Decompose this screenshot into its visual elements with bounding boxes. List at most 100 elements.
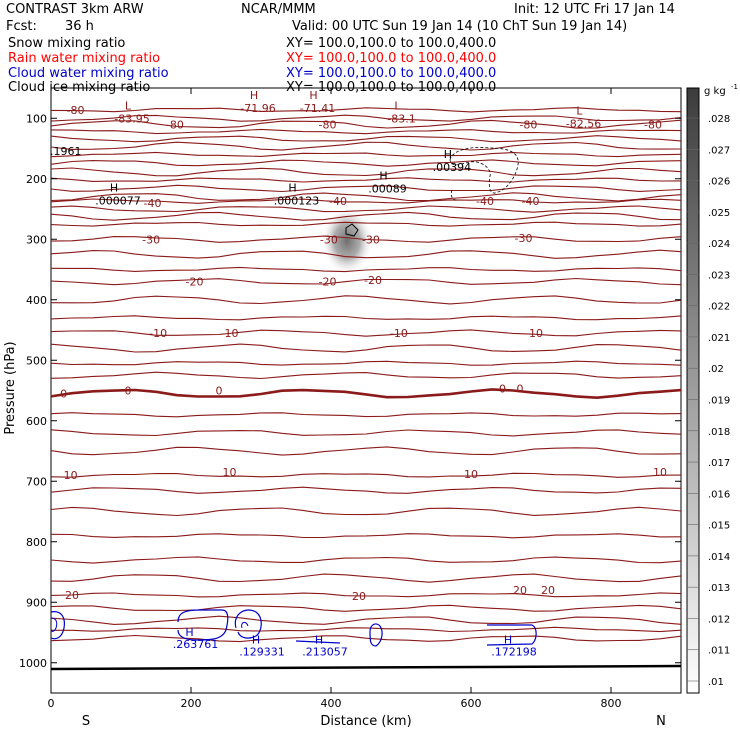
- cloud-water-marker: H: [315, 634, 323, 647]
- x-tick-label: 200: [181, 697, 202, 710]
- contour-label: 20: [352, 590, 366, 603]
- isotherm-line: [50, 128, 682, 135]
- extremum-value: .00089: [368, 183, 407, 196]
- contour-label: 10: [223, 466, 237, 479]
- colorbar-tick-label: .022: [708, 302, 730, 313]
- contour-label: -10: [221, 327, 239, 340]
- isotherm-line: [50, 114, 682, 122]
- cloud-water-value: .263761: [173, 638, 219, 651]
- isotherm-line: [50, 119, 682, 129]
- contour-label: -80: [644, 118, 662, 131]
- extremum-value: .000123: [274, 195, 320, 208]
- cloud-water-value: .213057: [302, 646, 348, 659]
- contour-label: 20: [65, 589, 79, 602]
- colorbar-tick-label: .021: [708, 333, 730, 344]
- contour-label: -20: [186, 276, 204, 289]
- org-label: NCAR/MMM: [241, 2, 316, 17]
- snow-contour: [449, 147, 519, 194]
- field-name-snow: Snow mixing ratio: [8, 36, 126, 51]
- contour-label: -40: [476, 195, 494, 208]
- field-name-rain: Rain water mixing ratio: [8, 51, 161, 66]
- cloud-water-marker: H: [185, 626, 193, 639]
- isotherm-line: [50, 151, 682, 158]
- colorbar-unit-exponent: -1: [731, 83, 738, 91]
- colorbar-tick-label: .028: [708, 114, 730, 125]
- contour-label: -10: [525, 327, 543, 340]
- contour-label: -80: [319, 118, 337, 131]
- colorbar: .028 .027 .026 .025 .024 .023 .022 .021 .02 .019.…: [686, 83, 738, 694]
- contour-label: -40: [522, 195, 540, 208]
- y-tick-label: 100: [26, 112, 47, 125]
- cloud-water-contour: [50, 611, 65, 640]
- colorbar-tick-label: .016: [708, 489, 730, 500]
- cloud-water-contour: [177, 609, 229, 641]
- colorbar-tick-label: .019: [708, 396, 730, 407]
- y-tick-label: 700: [26, 475, 47, 488]
- y-tick-label: 800: [26, 536, 47, 549]
- x-axis-title: Distance (km): [320, 714, 411, 729]
- isotherm-line: [50, 315, 682, 321]
- isotherm-line: [50, 167, 682, 177]
- contour-label: -20: [364, 274, 382, 287]
- contour-label: -80: [519, 118, 537, 131]
- isotherm-line: [50, 360, 682, 366]
- contour-label: 10: [64, 469, 78, 482]
- contour-label: -30: [515, 232, 533, 245]
- isotherm-line: [50, 615, 682, 625]
- y-tick-label: 1000: [19, 657, 47, 670]
- colorbar-tick-label: .015: [708, 521, 730, 532]
- isotherm-line: [50, 634, 682, 643]
- extremum-marker: L: [394, 99, 401, 112]
- surface-line: [50, 664, 682, 671]
- field-xy-cloud-water: XY= 100.0,100.0 to 100.0,400.0: [286, 66, 497, 81]
- isotherm-line: [50, 446, 682, 456]
- extremum-marker: H: [250, 89, 258, 102]
- colorbar-unit: g kg: [704, 86, 726, 97]
- y-tick-label: 500: [26, 354, 47, 367]
- extremum-marker: L: [125, 99, 132, 112]
- colorbar-tick-label: .013: [708, 583, 730, 594]
- isotherm-line: [50, 388, 682, 400]
- colorbar-scale: [686, 87, 700, 694]
- cloud-water-contour: [295, 640, 341, 644]
- cloud-water-contour: [369, 623, 383, 647]
- isotherm-line: [50, 277, 682, 286]
- extremum-value: -71.96: [240, 102, 275, 115]
- contour-label: -30: [142, 233, 160, 246]
- model-title: CONTRAST 3km ARW: [6, 2, 144, 17]
- extremum-marker: H: [110, 182, 118, 195]
- isotherm-line: [50, 573, 682, 583]
- cloud-water-contour: [486, 624, 537, 646]
- contour-label: -20: [319, 276, 337, 289]
- contour-label: 0: [60, 388, 67, 401]
- cloud-water-marker: H: [504, 634, 512, 647]
- snow-shading: [321, 207, 373, 275]
- colorbar-tick-label: .011: [708, 646, 730, 657]
- isotherm-line: [50, 295, 682, 305]
- isotherm-line: [50, 412, 682, 418]
- contour-label: -30: [362, 233, 380, 246]
- isotherm-line: [50, 266, 682, 273]
- y-tick-label: 600: [26, 415, 47, 428]
- y-tick-label: 900: [26, 596, 47, 609]
- isotherm-line: [50, 235, 682, 243]
- x-tick-label: 800: [601, 697, 622, 710]
- cloud-water-contour: [234, 609, 262, 639]
- isotherm-line: [50, 556, 682, 564]
- colorbar-tick-label: .012: [708, 614, 730, 625]
- fcst-label: Fcst:: [6, 19, 37, 34]
- contour-label: -40: [329, 195, 347, 208]
- isotherm-line: [50, 192, 682, 202]
- extremum-value: -83.1: [387, 112, 415, 125]
- isotherm-line: [50, 205, 682, 213]
- isotherm-line: [50, 198, 682, 204]
- mixing-ratio-contours: [50, 147, 537, 647]
- x-tick-label: 0: [48, 697, 55, 710]
- isotherm-line: [50, 343, 682, 353]
- isotherm-line: [50, 184, 682, 193]
- fcst-value: 36 h: [65, 19, 94, 34]
- isotherm-line: [50, 506, 682, 517]
- colorbar-tick-label: .024: [708, 239, 730, 250]
